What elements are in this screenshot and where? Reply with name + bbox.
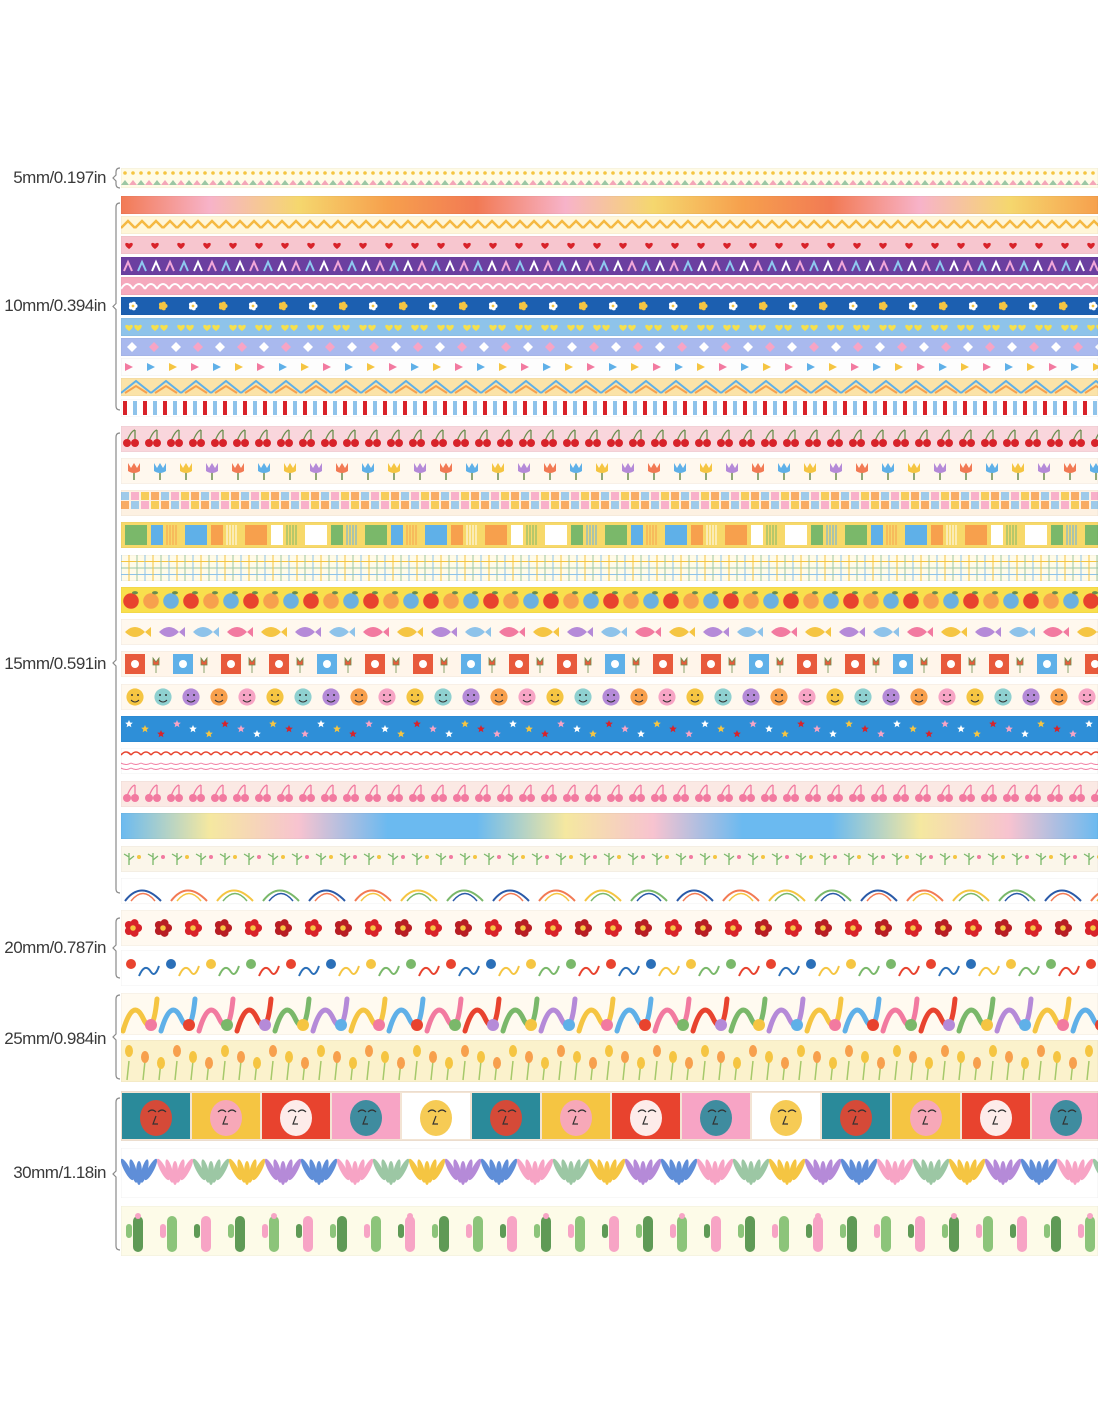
tape-strip-dots-and-triangles [121, 168, 1098, 188]
size-group-4 [121, 910, 1098, 986]
tape-strip-blue-stars [121, 716, 1098, 742]
tape-strip-lavender-diamonds [121, 338, 1098, 356]
size-bracket [112, 432, 121, 894]
size-bracket [112, 202, 121, 411]
tape-strip-pastel-checks [121, 490, 1098, 516]
size-bracket [112, 994, 121, 1080]
tape-strip-botanical-cutouts [121, 1148, 1098, 1198]
tape-strip-red-flowers [121, 910, 1098, 946]
size-bracket [112, 167, 121, 189]
tape-strip-tropical-fish [121, 619, 1098, 645]
tape-background [121, 399, 1098, 417]
tape-strip-chevron-pastel [121, 378, 1098, 396]
tape-strip-blue-yellow-gradient [121, 813, 1098, 839]
tape-background [121, 878, 1098, 904]
size-label: 25mm/0.984in [4, 1029, 106, 1048]
tape-strip-plaid-grid [121, 555, 1098, 581]
tape-strip-tulips-row [121, 458, 1098, 484]
size-group-1 [121, 168, 1098, 188]
size-label: 30mm/1.18in [13, 1163, 106, 1182]
tape-strip-flower-tiles [121, 651, 1098, 677]
tape-strip-red-scallop-lines [121, 748, 1098, 774]
size-bracket [112, 1097, 121, 1251]
size-bracket [112, 917, 121, 979]
size-group-5 [121, 993, 1098, 1082]
tape-strip-playful-doodles [121, 950, 1098, 986]
tape-background [121, 338, 1098, 356]
size-label: 20mm/0.787in [4, 938, 106, 957]
size-group-6 [121, 1091, 1098, 1256]
tape-background [121, 781, 1098, 807]
tape-strip-yellow-blocks [121, 522, 1098, 548]
tape-strip-white-arrows [121, 358, 1098, 376]
tape-strip-smiley-faces [121, 684, 1098, 710]
tape-strip-sunset-gradient [121, 196, 1098, 214]
tape-strip-sky-yellow-hearts [121, 318, 1098, 336]
tape-strip-blue-daisies [121, 297, 1098, 315]
size-label: 15mm/0.591in [4, 654, 106, 673]
tape-background [121, 297, 1098, 315]
tape-strip-red-hearts [121, 236, 1098, 254]
tape-strip-citrus-fruits [121, 587, 1098, 613]
size-group-3 [121, 426, 1098, 904]
tape-background [121, 236, 1098, 254]
tape-strip-abstract-lines [121, 878, 1098, 904]
tape-strip-colorful-shapes [121, 993, 1098, 1035]
size-group-2 [121, 196, 1098, 417]
tape-strip-green-cacti [121, 1206, 1098, 1256]
tape-gradient-fill [121, 196, 1098, 214]
size-label: 10mm/0.394in [4, 296, 106, 315]
tape-strip-cherries-pink [121, 426, 1098, 452]
tape-strip-abstract-faces [121, 1091, 1098, 1141]
tape-background [121, 426, 1098, 452]
tape-strip-pink-cherries [121, 781, 1098, 807]
tape-strip-purple-ribbons [121, 257, 1098, 275]
tape-strip-tiny-herbs [121, 846, 1098, 872]
tape-gradient-fill [121, 813, 1098, 839]
size-label: 5mm/0.197in [13, 168, 106, 187]
tape-background [121, 716, 1098, 742]
tape-strip-yellow-wave [121, 216, 1098, 234]
tape-strip-red-blue-stripes [121, 399, 1098, 417]
tape-strip-pink-loops [121, 277, 1098, 295]
tape-strip-yellow-tulip-field [121, 1040, 1098, 1082]
